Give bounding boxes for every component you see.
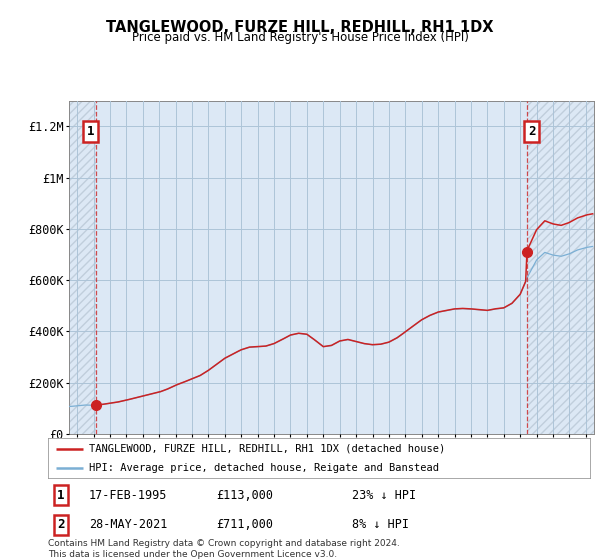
- Text: 23% ↓ HPI: 23% ↓ HPI: [352, 489, 416, 502]
- Text: £711,000: £711,000: [217, 518, 274, 531]
- Text: 2: 2: [528, 125, 536, 138]
- Text: TANGLEWOOD, FURZE HILL, REDHILL, RH1 1DX: TANGLEWOOD, FURZE HILL, REDHILL, RH1 1DX: [106, 20, 494, 35]
- Text: 28-MAY-2021: 28-MAY-2021: [89, 518, 167, 531]
- FancyBboxPatch shape: [48, 438, 591, 479]
- Text: Contains HM Land Registry data © Crown copyright and database right 2024.
This d: Contains HM Land Registry data © Crown c…: [48, 539, 400, 559]
- Text: 2: 2: [57, 518, 65, 531]
- Text: 1: 1: [87, 125, 94, 138]
- Text: 17-FEB-1995: 17-FEB-1995: [89, 489, 167, 502]
- Text: 1: 1: [57, 489, 65, 502]
- Text: TANGLEWOOD, FURZE HILL, REDHILL, RH1 1DX (detached house): TANGLEWOOD, FURZE HILL, REDHILL, RH1 1DX…: [89, 444, 445, 454]
- Text: 8% ↓ HPI: 8% ↓ HPI: [352, 518, 409, 531]
- Text: HPI: Average price, detached house, Reigate and Banstead: HPI: Average price, detached house, Reig…: [89, 463, 439, 473]
- Text: Price paid vs. HM Land Registry's House Price Index (HPI): Price paid vs. HM Land Registry's House …: [131, 31, 469, 44]
- Text: £113,000: £113,000: [217, 489, 274, 502]
- Bar: [527, 101, 594, 434]
- Bar: [69, 101, 95, 434]
